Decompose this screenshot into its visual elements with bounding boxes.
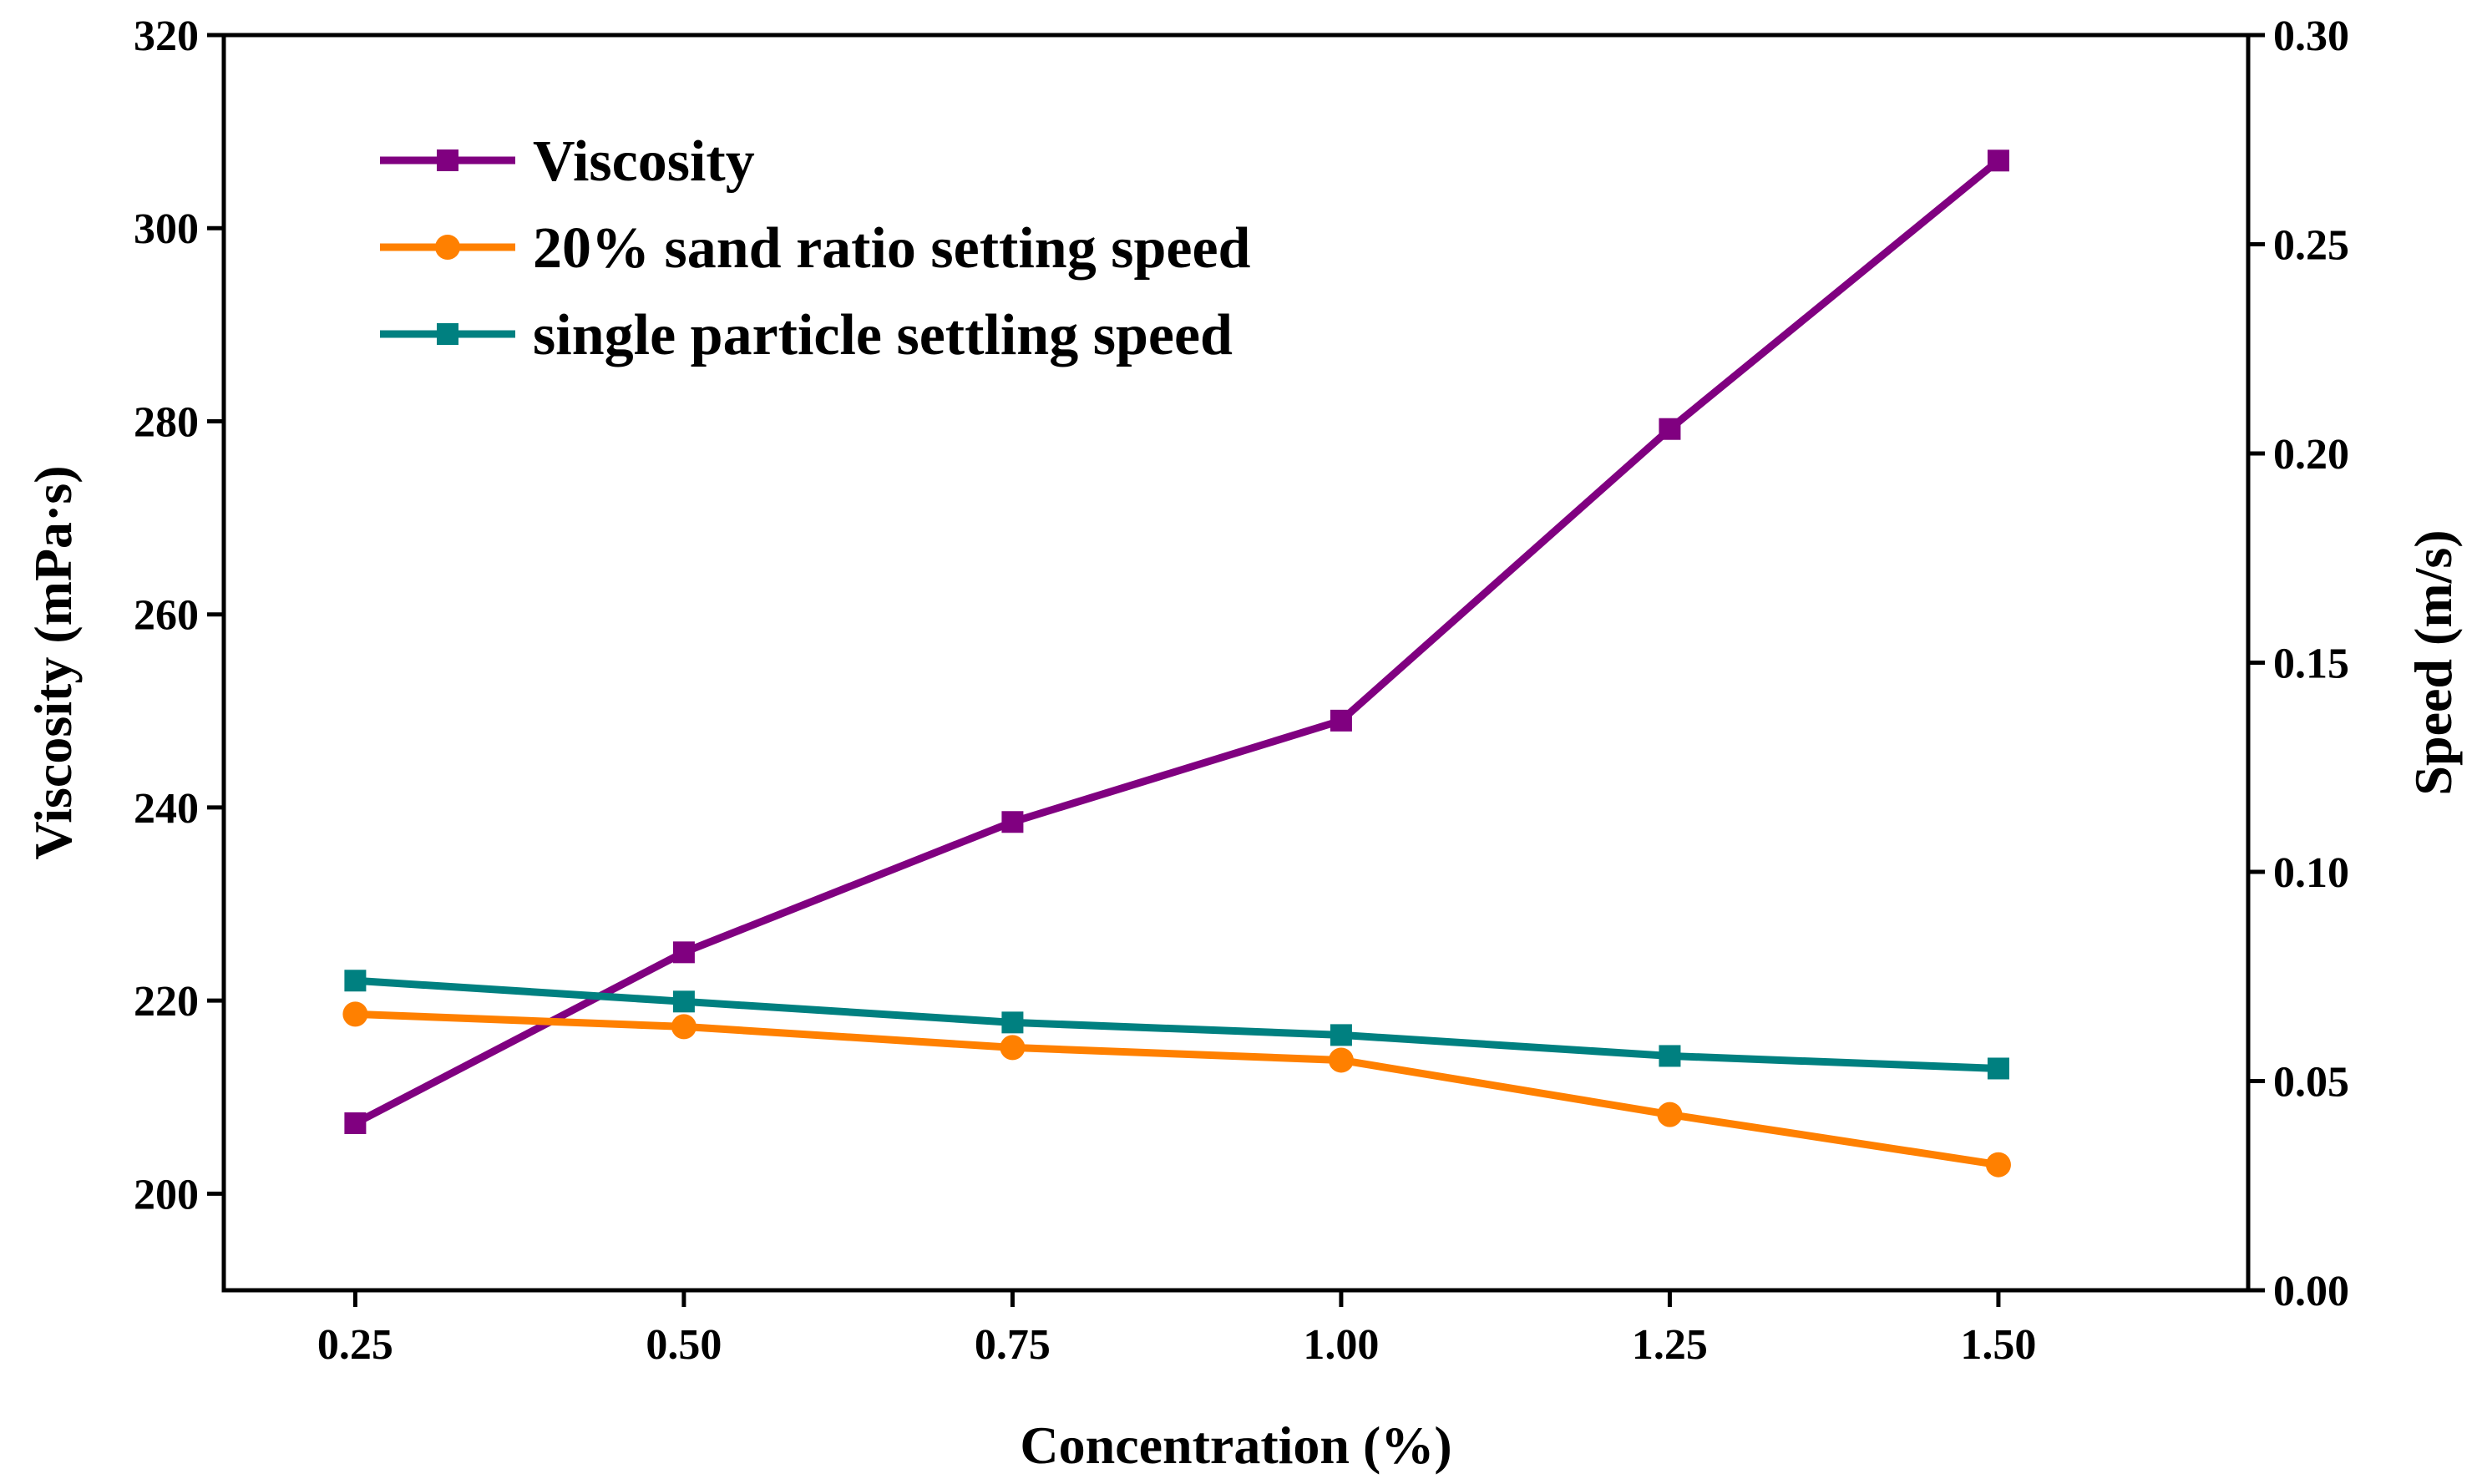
y-right-tick-label: 0.20 [2273, 431, 2349, 479]
data-point [672, 990, 695, 1013]
data-point [1001, 811, 1024, 833]
y-right-tick-label: 0.25 [2273, 222, 2349, 270]
data-point [342, 1001, 368, 1027]
series-line [353, 157, 2001, 1127]
data-point [1657, 1102, 1683, 1127]
data-point [1330, 709, 1352, 732]
data-point [1001, 1011, 1024, 1034]
legend-label: 20% sand ratio setting speed [533, 216, 1251, 281]
data-point [1987, 149, 2009, 172]
data-point [1659, 418, 1681, 440]
data-point [344, 1112, 367, 1134]
series-line [355, 976, 1999, 1072]
y-left-tick-label: 220 [134, 978, 199, 1026]
y-left-tick-label: 240 [134, 785, 199, 833]
x-axis-title: Concentration (%) [1020, 1416, 1451, 1475]
legend-item: 20% sand ratio setting speed [380, 216, 1251, 281]
data-point [1000, 1035, 1026, 1061]
x-tick-label: 0.50 [646, 1321, 722, 1369]
series-2 [344, 970, 2009, 1080]
series-0 [344, 149, 2009, 1134]
y-left-tick-label: 280 [134, 398, 199, 446]
y-right-axis-title: Speed (m/s) [2403, 529, 2463, 795]
data-point [671, 1014, 696, 1040]
legend-item: Viscosity [380, 129, 755, 194]
y-left-axis-title: Viscosity (mPa·s) [23, 465, 83, 859]
data-point [1985, 1152, 2011, 1178]
data-point [1659, 1045, 1681, 1067]
x-tick-label: 1.00 [1303, 1321, 1379, 1369]
y-right-tick-label: 0.10 [2273, 849, 2349, 897]
x-tick-label: 0.75 [975, 1321, 1051, 1369]
axes-layer: 0.25 0.50 0.75 1.00 1.25 1.50 200 220 240 260 280 3… [23, 13, 2463, 1475]
legend-label: single particle settling speed [533, 303, 1233, 367]
data-point [1330, 1024, 1352, 1046]
data-point [1328, 1047, 1354, 1073]
legend-label: Viscosity [533, 129, 755, 194]
data-point [672, 941, 695, 964]
y-left-tick-label: 200 [134, 1171, 199, 1218]
y-left-tick-label: 300 [134, 205, 199, 253]
y-right-tick-label: 0.00 [2273, 1268, 2349, 1315]
data-point [437, 149, 458, 171]
data-point [435, 235, 460, 260]
y-right-tick-label: 0.30 [2273, 13, 2349, 60]
legend: Viscosity 20% sand ratio setting speed sin… [380, 129, 1251, 367]
x-tick-label: 0.25 [317, 1321, 393, 1369]
y-left-tick-label: 320 [134, 13, 199, 60]
series-1 [342, 1001, 2011, 1178]
series-layer [342, 149, 2011, 1178]
data-point [344, 970, 367, 992]
x-tick-label: 1.50 [1960, 1321, 2036, 1369]
legend-item: single particle settling speed [380, 303, 1233, 367]
y-left-tick-label: 260 [134, 592, 199, 640]
y-right-tick-label: 0.15 [2273, 641, 2349, 688]
data-point [1987, 1057, 2009, 1080]
data-point [437, 323, 458, 345]
y-right-tick-label: 0.05 [2273, 1059, 2349, 1107]
series-line [355, 1010, 1999, 1169]
x-tick-label: 1.25 [1632, 1321, 1708, 1369]
